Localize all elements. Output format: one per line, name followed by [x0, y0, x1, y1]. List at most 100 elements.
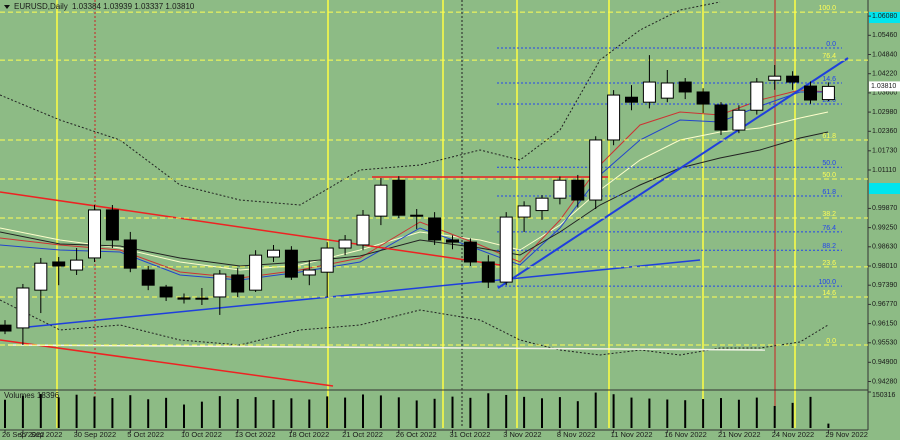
candle-body: [105, 209, 119, 241]
candle-body: [696, 91, 710, 105]
y-tick-label: 0.96770: [872, 301, 897, 308]
x-tick-label: 8 Nov 2022: [557, 430, 595, 439]
fib-label: 23.6: [822, 260, 836, 267]
x-tick-label: 10 Oct 2022: [181, 430, 222, 439]
y-tick-label: 1.04840: [872, 51, 897, 58]
y-tick-label: 0.94280: [872, 378, 897, 385]
candle-body: [768, 75, 782, 81]
x-tick-label: 24 Nov 2022: [772, 430, 815, 439]
candle-body: [481, 261, 495, 283]
x-tick-label: 26 Oct 2022: [396, 430, 437, 439]
candle-body: [786, 75, 800, 83]
y-tick-label: 1.02980: [872, 109, 897, 116]
candle-body: [177, 297, 191, 300]
candle-body: [642, 81, 656, 103]
x-tick-label: 13 Oct 2022: [235, 430, 276, 439]
x-tick-label: 18 Oct 2022: [288, 430, 329, 439]
symbol-title: EURUSD,Daily: [14, 2, 68, 11]
candle-body: [267, 249, 280, 258]
candle-body: [374, 184, 388, 217]
fib-label: 23.6: [822, 97, 836, 104]
candle-body: [34, 262, 48, 291]
y-tick-label: 1.05460: [872, 32, 897, 39]
trend-line: [7, 344, 766, 351]
fib-label: 50.0: [822, 160, 836, 167]
last-price-label: 1.03810: [871, 83, 896, 90]
candle-body: [589, 139, 603, 201]
trend-line: [0, 191, 501, 266]
fib-label: 76.4: [822, 53, 836, 60]
candle-body: [195, 297, 209, 300]
y-tick-label: 0.98010: [872, 263, 897, 270]
candle-body: [159, 286, 173, 298]
candle-body: [499, 216, 513, 283]
y-tick-label: 1.04220: [872, 71, 897, 78]
candle-body: [302, 269, 316, 276]
candle-body: [553, 179, 567, 199]
x-tick-label: 3 Nov 2022: [503, 430, 541, 439]
y-tick-label: 0.98630: [872, 244, 897, 251]
candle-body: [88, 209, 101, 259]
fib-label: 0.0: [826, 41, 836, 48]
x-tick-label: 31 Oct 2022: [450, 430, 491, 439]
candle-body: [607, 94, 621, 141]
fib-label: 100.0: [818, 5, 836, 12]
candle-body: [428, 217, 442, 241]
y-tick-label: 1.01110: [872, 167, 896, 174]
fib-label: 61.8: [822, 189, 836, 196]
candle-body: [70, 259, 84, 271]
volume-label: Volumes 18396: [4, 391, 60, 400]
ohlc-info: 1.03384 1.03939 1.03337 1.03810: [72, 2, 195, 11]
y-tick-label: 0.94900: [872, 359, 897, 366]
candle-body: [446, 239, 459, 243]
candle-body: [410, 214, 424, 217]
fib-label: 100.0: [818, 279, 836, 286]
candle-body: [714, 104, 728, 131]
fib-label: 0.0: [826, 338, 836, 345]
x-tick-label: 30 Sep 2022: [74, 430, 117, 439]
menu-icon[interactable]: [4, 5, 10, 9]
candle-body: [750, 81, 764, 111]
candle-body: [123, 239, 137, 269]
fib-label: 76.4: [822, 225, 836, 232]
x-tick-label: 26 Sep 2022: [2, 430, 45, 439]
x-tick-label: 16 Nov 2022: [664, 430, 707, 439]
candle-body: [463, 241, 477, 263]
candle-body: [571, 179, 585, 201]
y-tick-label: 0.96150: [872, 320, 897, 327]
candle-body: [678, 81, 692, 93]
x-tick-label: 11 Nov 2022: [611, 430, 653, 439]
fib-label: 50.0: [822, 172, 836, 179]
candle-body: [52, 261, 66, 267]
volume-tick-label: 150316: [872, 392, 895, 399]
fib-label: 38.2: [822, 211, 836, 218]
candle-body: [338, 239, 352, 249]
y-tick-label: 0.99250: [872, 224, 897, 231]
fib-label: 61.8: [822, 133, 836, 140]
y-tick-label: 0.95530: [872, 340, 897, 347]
trend-line: [497, 57, 849, 289]
candle-body: [732, 109, 746, 131]
y-tick-label: 1.06080: [872, 13, 897, 20]
marker-box: [869, 12, 900, 23]
y-tick-label: 0.99870: [872, 205, 897, 212]
y-tick-label: 0.97390: [872, 282, 897, 289]
candle-body: [320, 247, 334, 273]
x-tick-label: 5 Oct 2022: [127, 430, 164, 439]
candle-body: [213, 273, 227, 298]
candle-body: [231, 274, 245, 293]
x-tick-label: 27 Sep 2022: [20, 430, 63, 439]
candle-body: [249, 254, 263, 291]
fib-label: 88.2: [822, 243, 836, 250]
bollinger-band: [0, 1, 721, 206]
candle-body: [392, 179, 406, 216]
candle-body: [16, 287, 30, 329]
y-tick-label: 1.03600: [872, 90, 897, 97]
candle-body: [284, 249, 298, 278]
candle-body: [625, 96, 638, 103]
candle-body: [535, 197, 549, 212]
candle-body: [356, 214, 370, 246]
marker-box: [869, 183, 900, 194]
